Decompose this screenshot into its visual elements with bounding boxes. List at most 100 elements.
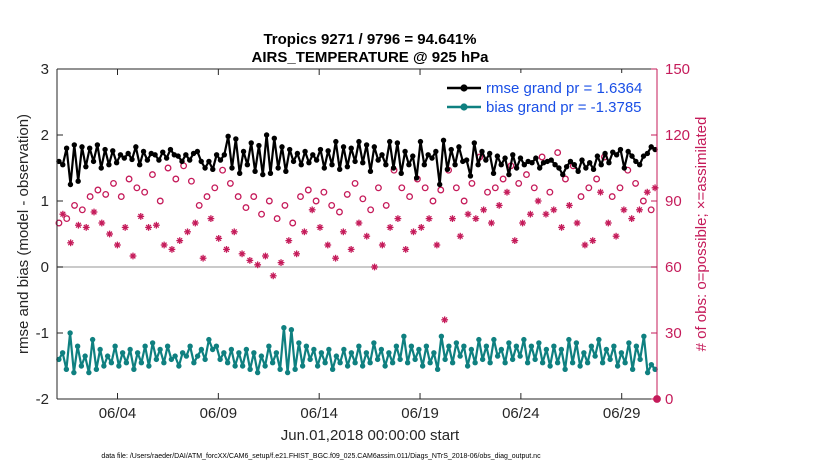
obs-possible-point	[343, 190, 351, 198]
rmse-point	[406, 162, 412, 168]
obs-assimilated-point	[308, 206, 316, 214]
obs-assimilated-point	[565, 202, 573, 209]
bias-point	[517, 353, 523, 359]
obs-possible-point	[616, 184, 624, 192]
bias-point	[262, 363, 268, 369]
obs-assimilated-point	[612, 232, 620, 240]
obs-assimilated-point	[324, 241, 332, 249]
obs-assimilated-point	[145, 224, 152, 231]
bias-point	[386, 350, 392, 356]
bias-point	[281, 325, 287, 331]
bias-point	[648, 361, 655, 368]
obs-assimilated-point	[604, 219, 612, 227]
obs-assimilated-point	[90, 208, 98, 216]
obs-possible-point	[304, 186, 312, 194]
bias-point	[359, 363, 366, 369]
rmse-point	[156, 157, 162, 163]
rmse-point	[567, 158, 574, 165]
obs-assimilated-point	[176, 237, 184, 244]
rmse-point	[144, 157, 151, 163]
rmse-point	[425, 152, 431, 158]
bias-point	[479, 356, 486, 363]
bias-point	[307, 356, 313, 363]
bias-point	[344, 363, 351, 369]
obs-assimilated-point	[441, 316, 449, 324]
obs-possible-point	[561, 175, 569, 183]
rmse-point	[502, 155, 508, 161]
bias-point	[506, 340, 512, 346]
rmse-point	[579, 157, 585, 163]
rmse-point	[110, 148, 116, 154]
rmse-point	[63, 145, 70, 151]
obs-assimilated-point	[332, 254, 339, 262]
rmse-point	[490, 170, 497, 176]
bias-point	[82, 353, 88, 359]
rmse-point	[513, 165, 520, 171]
bias-point	[67, 330, 73, 336]
rmse-point	[244, 162, 251, 168]
obs-assimilated-point	[394, 215, 402, 222]
rmse-point	[494, 153, 501, 159]
x-tick-label: 06/14	[300, 405, 338, 422]
rmse-point	[375, 157, 381, 163]
rmse-point	[317, 146, 324, 153]
obs-assimilated-point	[526, 210, 534, 218]
rmse-point	[329, 162, 335, 168]
obs-possible-point	[421, 184, 429, 192]
legend-rmse-label: rmse grand pr = 1.6364	[486, 80, 642, 97]
rmse-point	[390, 165, 397, 171]
obs-assimilated-point	[386, 224, 394, 231]
rmse-point	[240, 148, 247, 155]
bias-point	[273, 350, 280, 356]
rmse-point	[483, 157, 489, 163]
obs-possible-point	[273, 215, 281, 223]
bias-point	[108, 360, 115, 366]
bias-point	[314, 363, 321, 369]
rmse-point	[140, 148, 147, 155]
rmse-point	[286, 146, 293, 153]
rmse-point	[233, 136, 239, 142]
rmse-point	[575, 168, 581, 174]
bias-point	[78, 363, 85, 369]
bias-point	[123, 360, 130, 366]
legend-bias-label: bias grand pr = -1.3785	[486, 99, 642, 116]
bias-point	[457, 353, 463, 359]
obs-possible-point	[164, 164, 172, 172]
rmse-point	[117, 152, 124, 158]
obs-assimilated-point	[488, 219, 495, 227]
rmse-point	[383, 162, 389, 168]
bias-point	[161, 360, 167, 366]
obs-possible-point	[632, 179, 640, 187]
bias-point	[382, 363, 388, 369]
obs-assimilated-point	[254, 261, 262, 269]
bias-point	[254, 369, 261, 376]
obs-assimilated-point	[121, 224, 129, 231]
bias-point	[247, 366, 253, 372]
rmse-point	[302, 148, 308, 155]
bias-point	[311, 346, 317, 353]
rmse-point	[510, 152, 516, 158]
obs-possible-point	[484, 188, 491, 196]
y-right-tick-label: 150	[665, 61, 690, 78]
bias-point	[97, 346, 103, 353]
obs-assimilated-point	[643, 188, 651, 196]
rmse-point	[571, 162, 578, 168]
rmse-point	[252, 168, 258, 174]
rmse-point	[186, 157, 193, 163]
rmse-point	[256, 142, 262, 149]
obs-possible-point	[172, 175, 180, 183]
rmse-point	[275, 165, 281, 171]
rmse-point	[313, 157, 320, 163]
x-axis-label: Jun.01,2018 00:00:00 start	[281, 427, 460, 444]
bias-point	[498, 346, 505, 353]
obs-possible-point	[437, 186, 445, 194]
bias-point	[554, 360, 561, 366]
bias-point	[116, 363, 122, 369]
obs-assimilated-point	[160, 241, 168, 249]
rmse-point	[121, 155, 128, 161]
rmse-point	[94, 142, 101, 148]
bias-point	[101, 363, 107, 369]
rmse-point	[498, 162, 504, 168]
chart-title-line2: AIRS_TEMPERATURE @ 925 hPa	[252, 49, 490, 66]
rmse-point	[613, 152, 620, 158]
